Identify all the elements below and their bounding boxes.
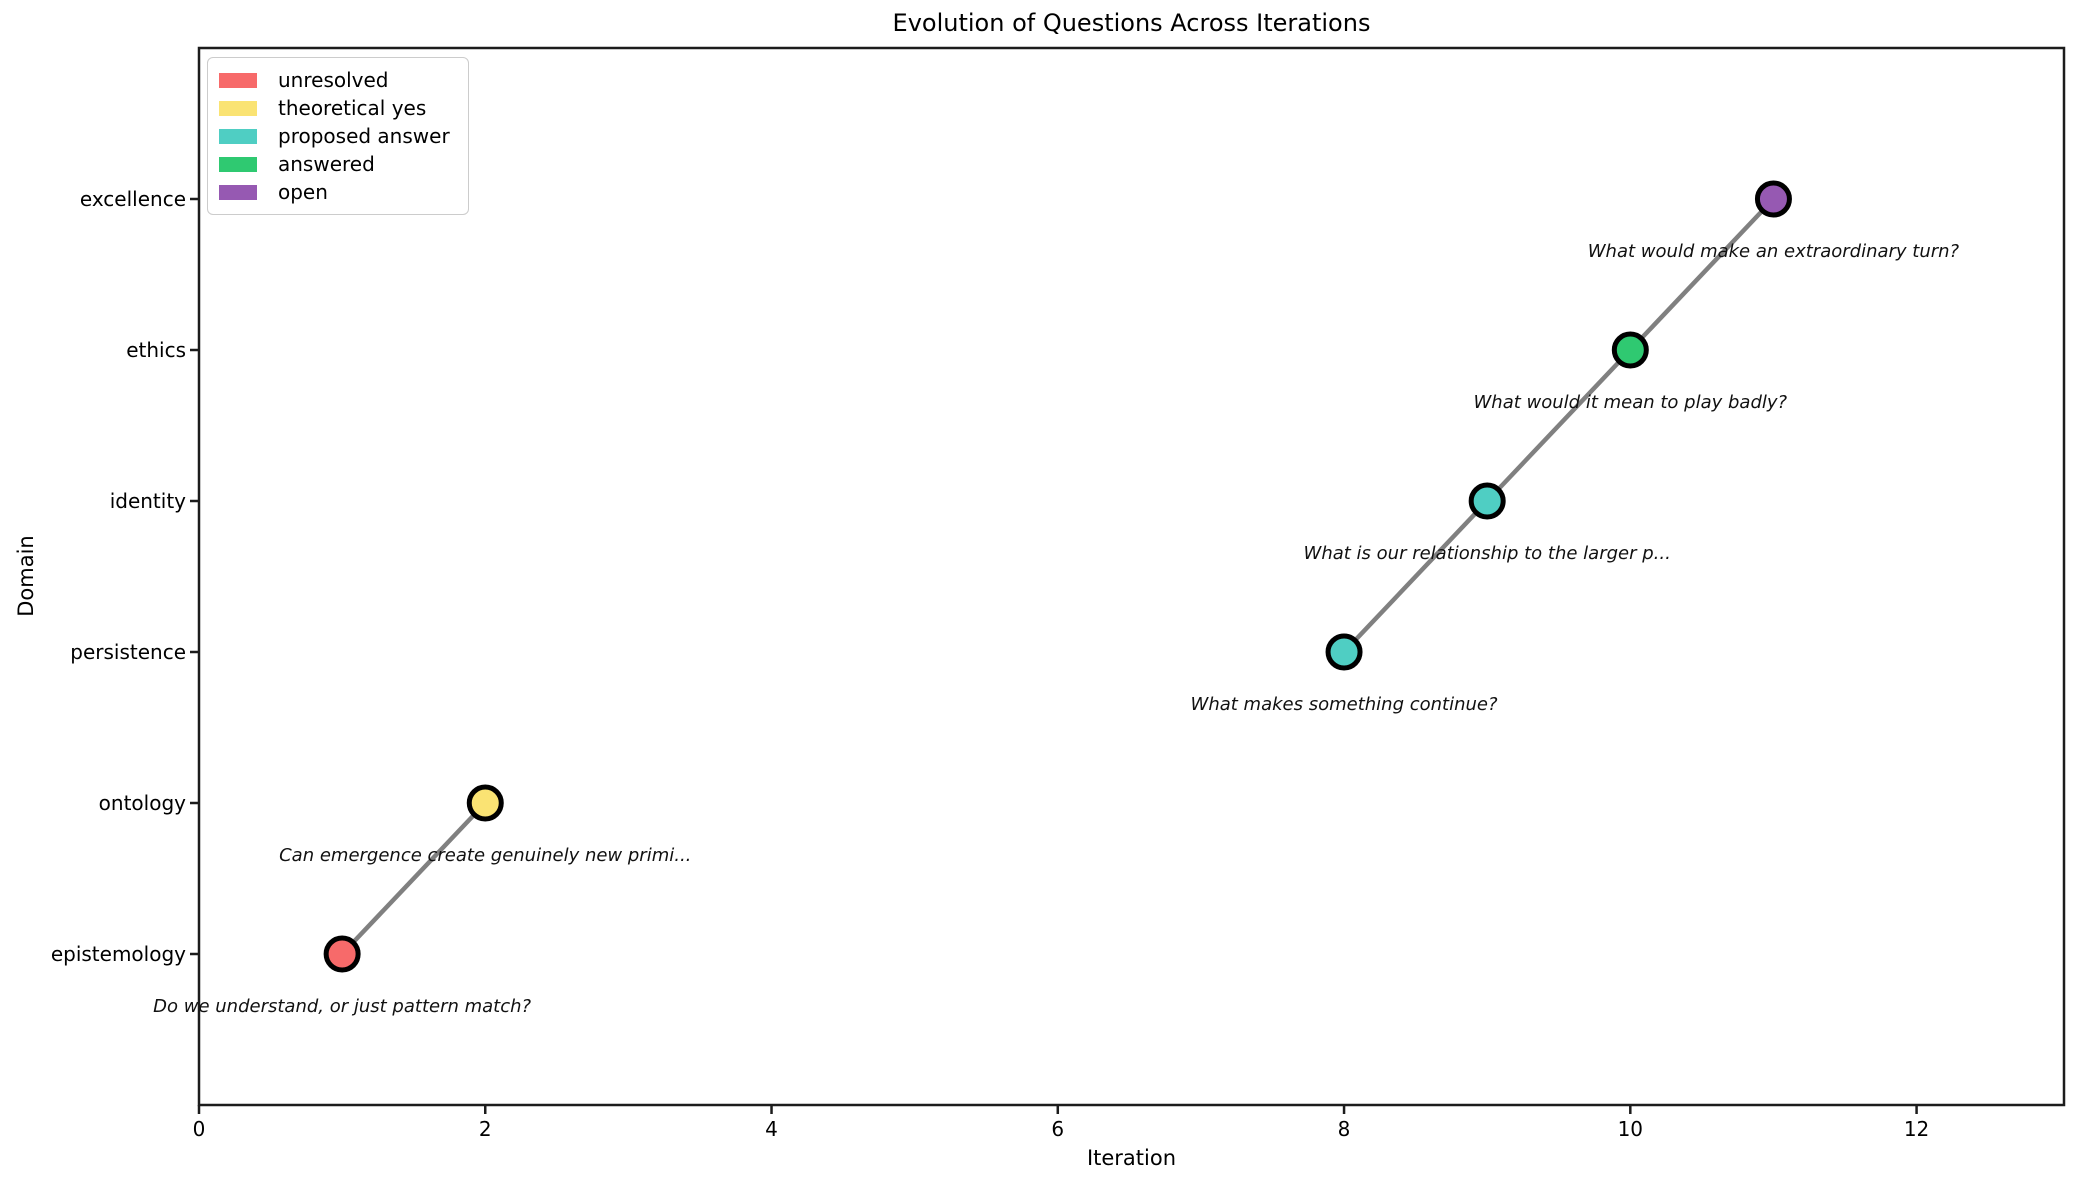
legend-item: unresolved	[219, 66, 450, 94]
legend: unresolved theoretical yes proposed answer…	[207, 57, 469, 215]
point-annotation: What is our relationship to the larger p…	[1303, 543, 1671, 564]
point-annotation: What would make an extraordinary turn?	[1587, 241, 1960, 262]
legend-item: answered	[219, 150, 450, 178]
x-tick-label: 12	[1903, 1117, 1930, 1141]
y-tick-label: ethics	[126, 338, 186, 362]
x-axis-label: Iteration	[1086, 1146, 1177, 1170]
x-tick-label: 10	[1617, 1117, 1644, 1141]
point-annotation: Do we understand, or just pattern match?	[153, 996, 532, 1017]
legend-item: open	[219, 178, 450, 206]
x-tick-label: 6	[1051, 1117, 1065, 1141]
x-tick-label: 4	[765, 1117, 778, 1141]
connector-line	[1628, 197, 1776, 352]
x-tick-label: 8	[1337, 1117, 1351, 1141]
chart-title: Evolution of Questions Across Iterations	[892, 9, 1371, 37]
connector-line	[1485, 348, 1632, 503]
connector-line	[340, 801, 487, 956]
data-point	[1468, 482, 1506, 520]
data-point	[1611, 331, 1649, 369]
plot-border	[197, 46, 2066, 1107]
legend-color-swatch	[219, 128, 257, 144]
point-annotation: What makes something continue?	[1190, 694, 1498, 715]
legend-label: unresolved	[278, 68, 389, 92]
legend-label: theoretical yes	[278, 96, 427, 120]
y-tick-label: ontology	[98, 791, 186, 815]
y-tick-label: epistemology	[50, 942, 186, 966]
data-point	[323, 935, 361, 973]
y-tick-label: excellence	[79, 187, 186, 211]
legend-color-swatch	[219, 184, 257, 200]
legend-item: theoretical yes	[219, 94, 450, 122]
legend-label: open	[278, 180, 328, 204]
data-point	[466, 784, 504, 822]
connector-line	[1342, 499, 1489, 654]
point-annotation: Can emergence create genuinely new primi…	[279, 845, 692, 866]
point-annotation: What would it mean to play badly?	[1473, 392, 1788, 413]
y-tick-label: identity	[109, 489, 186, 513]
x-tick-label: 2	[478, 1117, 492, 1141]
legend-color-swatch	[219, 156, 257, 172]
x-tick-label: 0	[192, 1117, 206, 1141]
data-point	[1325, 633, 1363, 671]
legend-label: answered	[278, 152, 375, 176]
legend-color-swatch	[219, 72, 257, 88]
data-point	[1754, 180, 1792, 218]
legend-item: proposed answer	[219, 122, 450, 150]
legend-color-swatch	[219, 100, 257, 116]
y-tick-label: persistence	[70, 640, 186, 664]
legend-label: proposed answer	[278, 124, 450, 148]
